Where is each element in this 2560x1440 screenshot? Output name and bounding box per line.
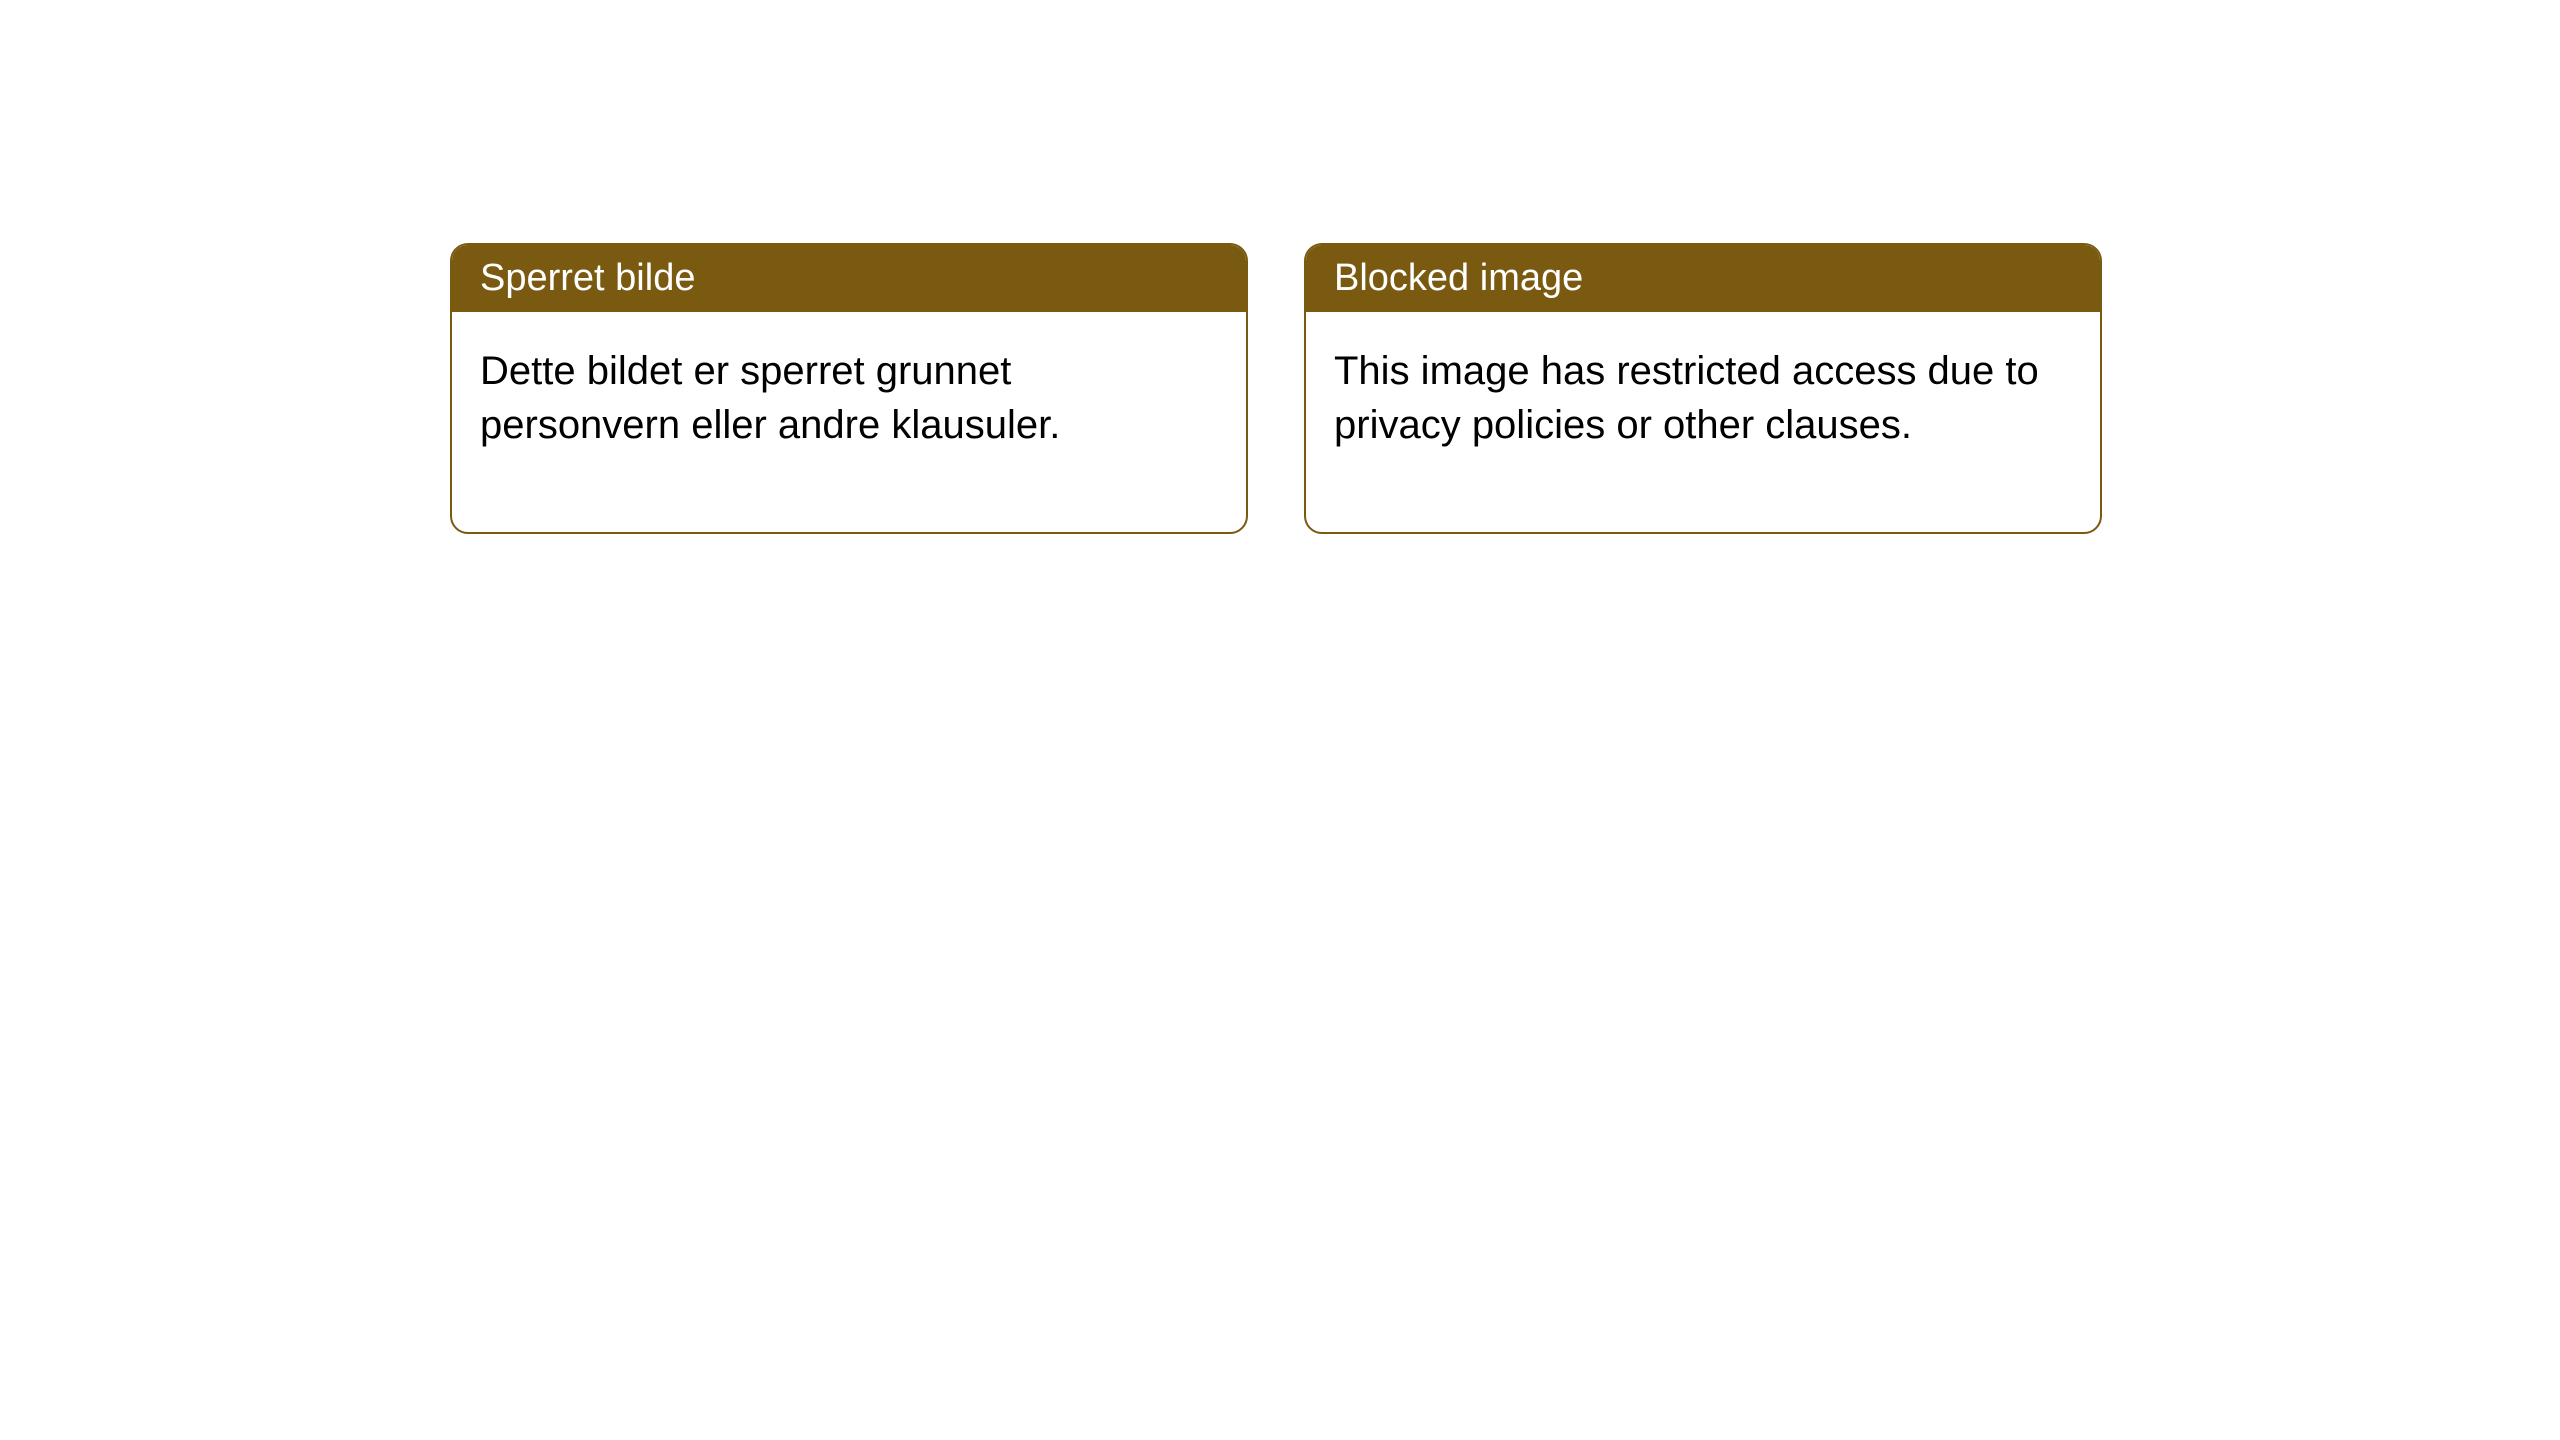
notice-box-norwegian: Sperret bilde Dette bildet er sperret gr… (450, 243, 1248, 534)
notice-box-english: Blocked image This image has restricted … (1304, 243, 2102, 534)
notice-body-english: This image has restricted access due to … (1306, 312, 2100, 532)
notice-header-norwegian: Sperret bilde (452, 245, 1246, 312)
notice-header-english: Blocked image (1306, 245, 2100, 312)
notice-title-norwegian: Sperret bilde (480, 257, 695, 299)
notice-container: Sperret bilde Dette bildet er sperret gr… (450, 243, 2102, 534)
notice-title-english: Blocked image (1334, 257, 1583, 299)
notice-text-norwegian: Dette bildet er sperret grunnet personve… (480, 349, 1060, 447)
notice-body-norwegian: Dette bildet er sperret grunnet personve… (452, 312, 1246, 532)
notice-text-english: This image has restricted access due to … (1334, 349, 2039, 447)
